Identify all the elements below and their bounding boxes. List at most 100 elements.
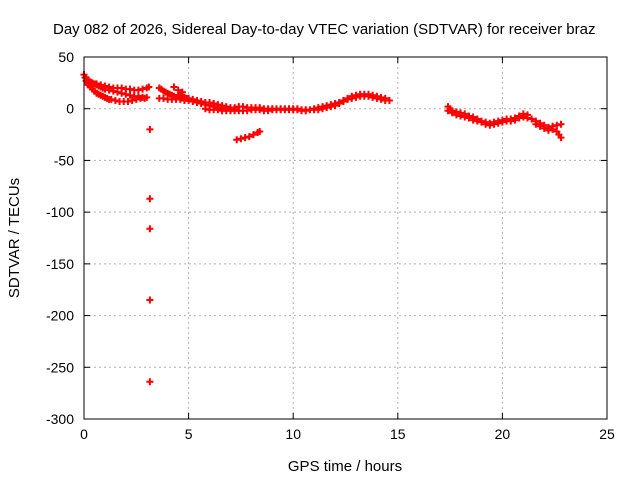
data-point-marker [189, 95, 197, 103]
data-point-marker [233, 136, 241, 144]
y-tick-label: -150 [46, 256, 74, 272]
data-point-marker [128, 96, 136, 104]
data-point-marker [511, 116, 519, 124]
data-point-marker [214, 106, 222, 114]
data-point-marker [241, 134, 249, 142]
plot-frame [83, 56, 608, 420]
data-point-marker [93, 80, 101, 88]
axis-ticks: 0 5 10 15 20 25 50 0 -50 -100 -150 -200 -250 -300 [46, 49, 615, 442]
data-point-marker [469, 116, 477, 124]
data-point-marker [494, 119, 502, 127]
data-point-marker [134, 92, 142, 100]
data-point-marker [145, 83, 153, 91]
data-point-marker [97, 81, 105, 89]
data-point-marker [473, 117, 481, 125]
data-point-marker [381, 96, 389, 104]
data-point-marker [105, 83, 113, 91]
data-point-marker [245, 133, 253, 141]
data-series-sdtvar [80, 71, 565, 386]
data-point-marker [452, 111, 460, 119]
chart-title: Day 082 of 2026, Sidereal Day-to-day VTE… [53, 21, 595, 38]
data-point-marker [515, 114, 523, 122]
data-point-marker [457, 112, 465, 120]
data-point-marker [178, 88, 186, 96]
x-tick-label: 10 [285, 426, 301, 442]
data-point-marker [256, 106, 264, 114]
y-tick-label: -300 [46, 411, 74, 427]
data-point-marker [118, 84, 126, 92]
data-point-marker [544, 126, 552, 134]
data-point-marker [377, 95, 385, 103]
y-axis-label: SDTVAR / TECUs [6, 178, 23, 298]
data-point-marker [335, 100, 343, 108]
data-point-marker [174, 86, 182, 94]
y-tick-label: -50 [54, 152, 74, 168]
data-point-marker [146, 225, 154, 233]
data-point-marker [314, 106, 322, 114]
data-point-marker [159, 94, 167, 102]
data-point-marker [532, 120, 540, 128]
data-point-marker [344, 95, 352, 103]
data-point-marker [528, 115, 536, 123]
data-point-marker [339, 97, 347, 105]
data-point-marker [146, 125, 154, 133]
data-point-marker [448, 109, 456, 117]
data-point-marker [536, 122, 544, 130]
data-point-marker [170, 83, 178, 91]
data-point-marker [557, 134, 565, 142]
x-tick-label: 15 [390, 426, 406, 442]
data-point-marker [553, 121, 561, 129]
y-tick-label: -250 [46, 359, 74, 375]
data-point-marker [302, 107, 310, 115]
data-point-marker [444, 107, 452, 115]
data-point-marker [249, 131, 257, 139]
data-point-marker [293, 106, 301, 114]
data-point-marker [210, 100, 218, 108]
data-point-marker [318, 105, 326, 113]
data-point-marker [237, 135, 245, 143]
data-point-marker [239, 103, 247, 111]
data-point-marker [176, 95, 184, 103]
data-point-marker [540, 124, 548, 132]
data-point-marker [331, 102, 339, 110]
data-point-marker [461, 113, 469, 121]
y-tick-label: 0 [66, 101, 74, 117]
y-tick-label: -100 [46, 204, 74, 220]
data-point-marker [507, 117, 515, 125]
data-point-marker [126, 85, 134, 93]
data-point-marker [146, 195, 154, 203]
data-point-marker [256, 127, 264, 135]
data-point-marker [124, 97, 132, 105]
data-point-marker [369, 93, 377, 101]
x-axis-label: GPS time / hours [288, 458, 402, 475]
data-point-marker [327, 103, 335, 111]
data-point-marker [193, 96, 201, 104]
data-point-marker [348, 94, 356, 102]
data-point-marker [465, 114, 473, 122]
data-point-marker [486, 121, 494, 129]
data-point-marker [107, 95, 115, 103]
data-point-marker [482, 120, 490, 128]
data-point-marker [264, 107, 272, 115]
x-tick-label: 0 [80, 426, 88, 442]
data-point-marker [477, 118, 485, 126]
y-tick-label: -200 [46, 308, 74, 324]
data-point-marker [134, 86, 142, 94]
data-point-marker [519, 113, 527, 121]
data-point-marker [490, 120, 498, 128]
data-point-marker [143, 93, 151, 101]
x-tick-label: 20 [495, 426, 511, 442]
data-point-marker [557, 120, 565, 128]
data-point-marker [185, 96, 193, 104]
data-point-marker [365, 92, 373, 100]
y-tick-label: 50 [58, 49, 74, 65]
data-point-marker [146, 378, 154, 386]
data-point-marker [101, 82, 109, 90]
data-point-marker [323, 104, 331, 112]
x-tick-label: 25 [599, 426, 615, 442]
data-point-marker [201, 105, 209, 113]
data-point-marker [111, 96, 119, 104]
